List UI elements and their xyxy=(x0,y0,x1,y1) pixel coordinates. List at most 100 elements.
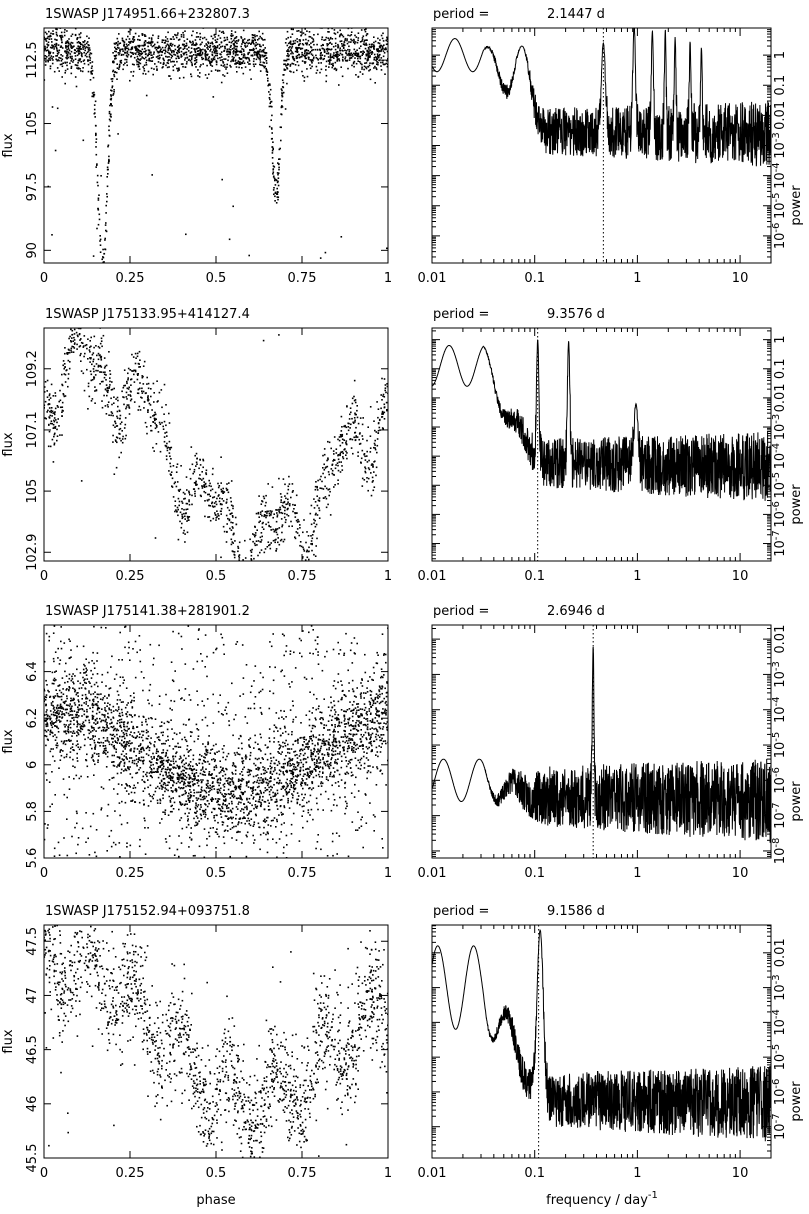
data-point xyxy=(127,742,130,745)
data-point xyxy=(157,400,159,402)
data-point xyxy=(143,400,146,403)
data-point xyxy=(342,56,344,58)
data-point xyxy=(139,50,142,53)
data-point xyxy=(115,425,118,427)
data-point xyxy=(282,540,285,543)
data-point xyxy=(191,55,193,57)
data-point xyxy=(311,37,313,39)
data-point xyxy=(226,498,228,501)
data-point xyxy=(310,523,313,526)
data-point xyxy=(185,233,187,236)
data-point xyxy=(175,733,178,736)
data-point xyxy=(192,42,194,44)
data-point xyxy=(381,772,384,775)
data-point xyxy=(216,497,218,500)
data-point xyxy=(107,162,110,164)
data-point xyxy=(44,404,46,406)
data-point xyxy=(183,529,185,532)
data-point xyxy=(44,45,46,48)
data-point xyxy=(101,345,103,348)
data-point xyxy=(138,49,140,52)
data-point xyxy=(168,470,170,472)
data-point xyxy=(195,48,198,50)
data-point xyxy=(152,56,154,58)
data-point xyxy=(194,50,196,53)
data-point xyxy=(184,497,186,500)
data-point xyxy=(207,760,209,763)
data-point xyxy=(123,43,125,45)
data-point xyxy=(376,58,378,60)
data-point xyxy=(251,562,253,564)
data-point xyxy=(280,511,283,514)
data-point xyxy=(341,465,343,467)
data-point xyxy=(260,64,262,66)
data-point xyxy=(63,730,65,733)
data-point xyxy=(229,513,231,515)
data-point xyxy=(199,32,201,35)
data-point xyxy=(355,52,358,55)
data-point xyxy=(185,826,188,829)
data-point xyxy=(111,86,113,89)
data-point xyxy=(143,70,146,72)
data-point xyxy=(71,58,73,60)
data-point xyxy=(352,735,354,737)
data-point xyxy=(345,50,348,52)
data-point xyxy=(345,632,347,635)
data-point xyxy=(221,498,223,500)
data-point xyxy=(151,60,153,62)
data-point xyxy=(383,418,386,420)
data-point xyxy=(73,336,75,339)
data-point xyxy=(112,52,114,54)
data-point xyxy=(66,55,68,57)
data-point xyxy=(253,821,256,823)
data-point xyxy=(139,387,141,390)
data-point xyxy=(227,55,230,58)
data-point xyxy=(175,509,177,511)
data-point xyxy=(308,52,310,55)
data-point xyxy=(204,808,207,811)
data-point xyxy=(133,381,136,383)
data-point xyxy=(142,383,145,385)
data-point xyxy=(58,684,60,687)
data-point xyxy=(224,815,227,817)
data-point xyxy=(165,445,168,447)
data-point xyxy=(100,340,103,342)
data-point xyxy=(152,446,154,449)
data-point xyxy=(204,482,207,485)
data-point xyxy=(339,471,342,473)
data-point xyxy=(231,48,234,50)
data-point xyxy=(196,32,198,34)
data-point xyxy=(295,782,298,784)
data-point xyxy=(152,73,154,76)
data-point xyxy=(70,351,73,353)
data-point xyxy=(356,436,359,438)
data-point xyxy=(296,792,299,794)
data-point xyxy=(232,790,235,793)
data-point xyxy=(380,61,382,64)
data-point xyxy=(321,54,324,56)
data-point xyxy=(223,36,226,39)
data-point xyxy=(63,34,66,37)
data-point xyxy=(165,424,167,427)
data-point xyxy=(289,762,291,765)
data-point xyxy=(191,494,193,497)
data-point xyxy=(138,35,140,37)
data-point xyxy=(52,59,54,61)
data-point xyxy=(127,44,130,46)
data-point xyxy=(61,47,64,49)
data-point xyxy=(250,559,253,561)
data-point xyxy=(338,35,341,38)
data-point xyxy=(227,59,229,62)
data-point xyxy=(55,31,58,34)
data-point xyxy=(378,55,380,57)
data-point xyxy=(346,39,348,42)
data-point xyxy=(205,485,208,488)
data-point xyxy=(262,61,265,64)
data-point xyxy=(377,54,379,57)
data-point xyxy=(366,59,369,62)
data-point xyxy=(232,542,234,544)
data-point xyxy=(156,785,159,788)
data-point xyxy=(95,704,98,706)
data-point xyxy=(236,61,238,64)
data-point xyxy=(301,655,303,658)
